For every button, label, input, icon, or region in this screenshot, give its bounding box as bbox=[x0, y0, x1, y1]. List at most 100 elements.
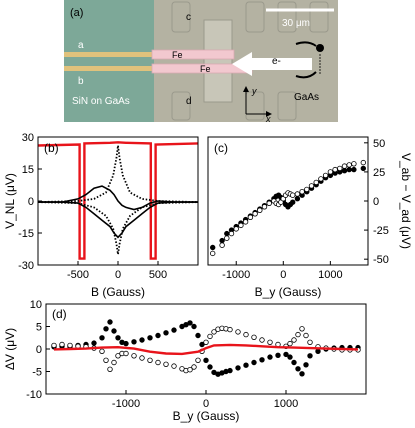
point-d-1-1 bbox=[59, 341, 65, 348]
point-c-0-2 bbox=[224, 230, 230, 237]
field-line-icon-2 bbox=[295, 71, 317, 79]
panel-c-label: (c) bbox=[214, 141, 228, 155]
point-d-0-12 bbox=[123, 340, 129, 347]
ytick-label-d-1: -5 bbox=[32, 367, 42, 379]
scale-bar-label: 30 μm bbox=[282, 18, 310, 29]
panel-d-ylabel: ΔV (μV) bbox=[3, 328, 17, 370]
point-d-1-39 bbox=[287, 340, 293, 347]
ytick-label-d-3: 5 bbox=[36, 322, 42, 334]
contact-label-b: b bbox=[78, 76, 84, 87]
contact-label-d: d bbox=[186, 96, 192, 107]
point-d-1-13 bbox=[131, 353, 137, 359]
point-c-1-22 bbox=[299, 188, 305, 195]
point-d-0-43 bbox=[303, 362, 309, 368]
point-c-1-30 bbox=[337, 165, 343, 172]
contact-label-a: a bbox=[78, 40, 84, 51]
point-d-0-5 bbox=[91, 340, 97, 346]
point-d-0-45 bbox=[315, 348, 321, 354]
point-c-1-23 bbox=[304, 186, 310, 193]
point-d-0-32 bbox=[235, 365, 241, 371]
xtick-label-b-0: -500 bbox=[67, 269, 89, 281]
point-d-1-14 bbox=[139, 355, 145, 361]
point-d-0-17 bbox=[163, 330, 169, 336]
xtick-label-c-1: 0 bbox=[280, 269, 286, 281]
xtick-label-c-2: 1000 bbox=[318, 269, 342, 281]
point-c-1-8 bbox=[252, 211, 258, 217]
ytick-label-c-1: -25 bbox=[373, 225, 389, 237]
point-c-1-4 bbox=[233, 226, 239, 232]
point-c-1-11 bbox=[266, 200, 272, 206]
contact-cd-bar bbox=[203, 19, 233, 103]
ytick-label-b-1: -15 bbox=[18, 228, 34, 240]
series-b-0 bbox=[38, 141, 198, 260]
point-d-0-31 bbox=[227, 367, 233, 374]
point-d-0-18 bbox=[171, 327, 177, 333]
series-d-2 bbox=[53, 343, 359, 356]
panel-b: -500 0 500 -30 -15 0 15 30 (b) B (Gauss) V_NL (… bbox=[3, 132, 199, 299]
electron-arrow-icon bbox=[232, 52, 312, 76]
ytick-label-c-0: -50 bbox=[373, 254, 389, 266]
point-d-0-10 bbox=[115, 335, 121, 341]
point-d-0-44 bbox=[307, 353, 313, 359]
point-c-1-21 bbox=[294, 191, 301, 197]
left-region-label: SiN on GaAs bbox=[72, 96, 130, 107]
point-c-0-32 bbox=[346, 166, 352, 173]
point-c-0-20 bbox=[290, 199, 296, 205]
point-c-1-29 bbox=[332, 166, 338, 173]
point-d-1-16 bbox=[155, 359, 161, 366]
point-c-1-24 bbox=[308, 183, 315, 189]
point-d-1-9 bbox=[111, 359, 117, 366]
point-c-1-6 bbox=[242, 219, 249, 225]
panel-b-ylabel: V_NL (μV) bbox=[3, 173, 17, 229]
panel-c-xlabel: B_y (Gauss) bbox=[255, 285, 322, 299]
point-c-0-34 bbox=[360, 165, 366, 172]
point-c-1-26 bbox=[318, 176, 324, 182]
point-d-1-44 bbox=[307, 339, 313, 345]
point-d-1-8 bbox=[107, 366, 113, 372]
panel-d-label: (d) bbox=[52, 307, 67, 321]
electron-label: e- bbox=[272, 56, 281, 67]
point-c-1-25 bbox=[313, 179, 319, 186]
point-d-1-18 bbox=[171, 363, 177, 369]
point-d-1-35 bbox=[259, 337, 265, 343]
point-d-1-2 bbox=[67, 342, 73, 349]
point-d-0-22 bbox=[191, 323, 197, 330]
point-c-1-1 bbox=[219, 242, 225, 248]
point-c-1-5 bbox=[238, 222, 244, 229]
xtick-label-c-0: -1000 bbox=[222, 269, 250, 281]
point-d-1-41 bbox=[295, 331, 301, 338]
point-c-1-3 bbox=[228, 230, 235, 237]
micrograph-left-region bbox=[64, 0, 154, 122]
point-c-1-0 bbox=[209, 250, 216, 257]
point-d-1-22 bbox=[191, 364, 197, 370]
point-c-1-9 bbox=[257, 207, 263, 213]
point-d-1-33 bbox=[243, 331, 249, 338]
point-d-1-23 bbox=[195, 357, 201, 363]
point-d-0-42 bbox=[299, 371, 305, 377]
panel-b-xlabel: B (Gauss) bbox=[91, 285, 145, 299]
point-d-1-0 bbox=[51, 342, 57, 349]
point-d-1-12 bbox=[123, 350, 129, 357]
point-c-1-10 bbox=[261, 204, 268, 210]
point-d-0-40 bbox=[291, 359, 297, 366]
point-d-0-7 bbox=[103, 326, 109, 332]
point-d-1-21 bbox=[187, 367, 193, 373]
point-c-1-28 bbox=[327, 169, 334, 175]
xtick-label-d-2: 1000 bbox=[274, 398, 298, 410]
point-d-1-6 bbox=[99, 348, 105, 354]
point-d-0-8 bbox=[107, 319, 113, 325]
contact-label-c: c bbox=[186, 12, 191, 23]
point-d-0-13 bbox=[131, 339, 137, 345]
point-d-0-16 bbox=[155, 332, 161, 339]
panel-c-ylabel: V_ab − V_ad (μV) bbox=[399, 153, 413, 249]
point-d-0-38 bbox=[283, 351, 289, 358]
ytick-label-d-2: 0 bbox=[36, 344, 42, 356]
panel-a-label: (a) bbox=[70, 7, 83, 19]
point-d-1-42 bbox=[299, 326, 305, 332]
point-d-0-15 bbox=[147, 335, 153, 341]
panel-c: -1000 0 1000 -50 -25 0 25 50 (c) B_y (Gauss) V_… bbox=[207, 136, 413, 299]
field-source-icon bbox=[316, 44, 324, 52]
point-c-1-34 bbox=[360, 159, 366, 166]
point-c-1-7 bbox=[247, 214, 254, 220]
